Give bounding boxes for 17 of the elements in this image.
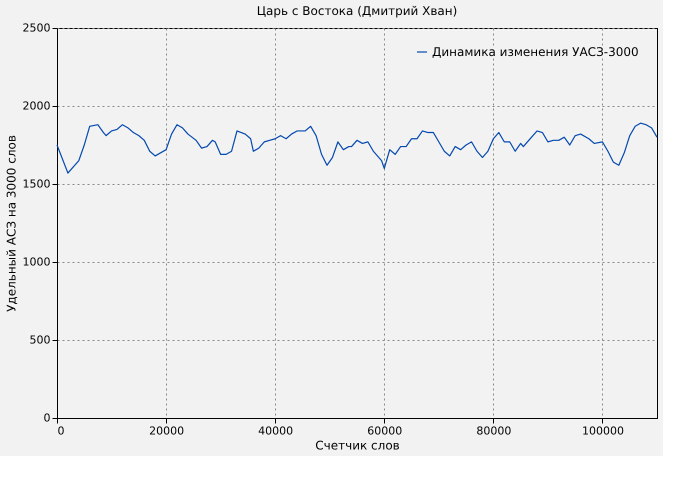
y-tick-label: 2500 [22, 22, 50, 34]
x-tick-label: 0 [58, 424, 64, 438]
line-series [56, 122, 658, 174]
x-tick-label: 80000 [476, 424, 512, 438]
x-tick-label: 20000 [149, 424, 184, 438]
y-tick-label: 1500 [22, 178, 50, 190]
y-tick-label: 500 [30, 334, 50, 346]
chart-title: Царь с Востока (Дмитрий Хван) [256, 4, 458, 18]
x-axis-title: Счетчик слов [315, 438, 400, 452]
y-tick-label: 0 [44, 412, 50, 424]
y-tick-label: 2000 [22, 100, 50, 112]
legend-label: Динамика изменения УАСЗ-3000 [432, 45, 639, 59]
y-tick-label: 1000 [22, 256, 50, 268]
x-tick-label: 40000 [258, 424, 294, 438]
x-tick-label: 60000 [367, 424, 402, 438]
x-tick-label: 100000 [582, 424, 624, 438]
y-axis-title: Удельный АСЗ на 3000 слов [4, 135, 19, 312]
